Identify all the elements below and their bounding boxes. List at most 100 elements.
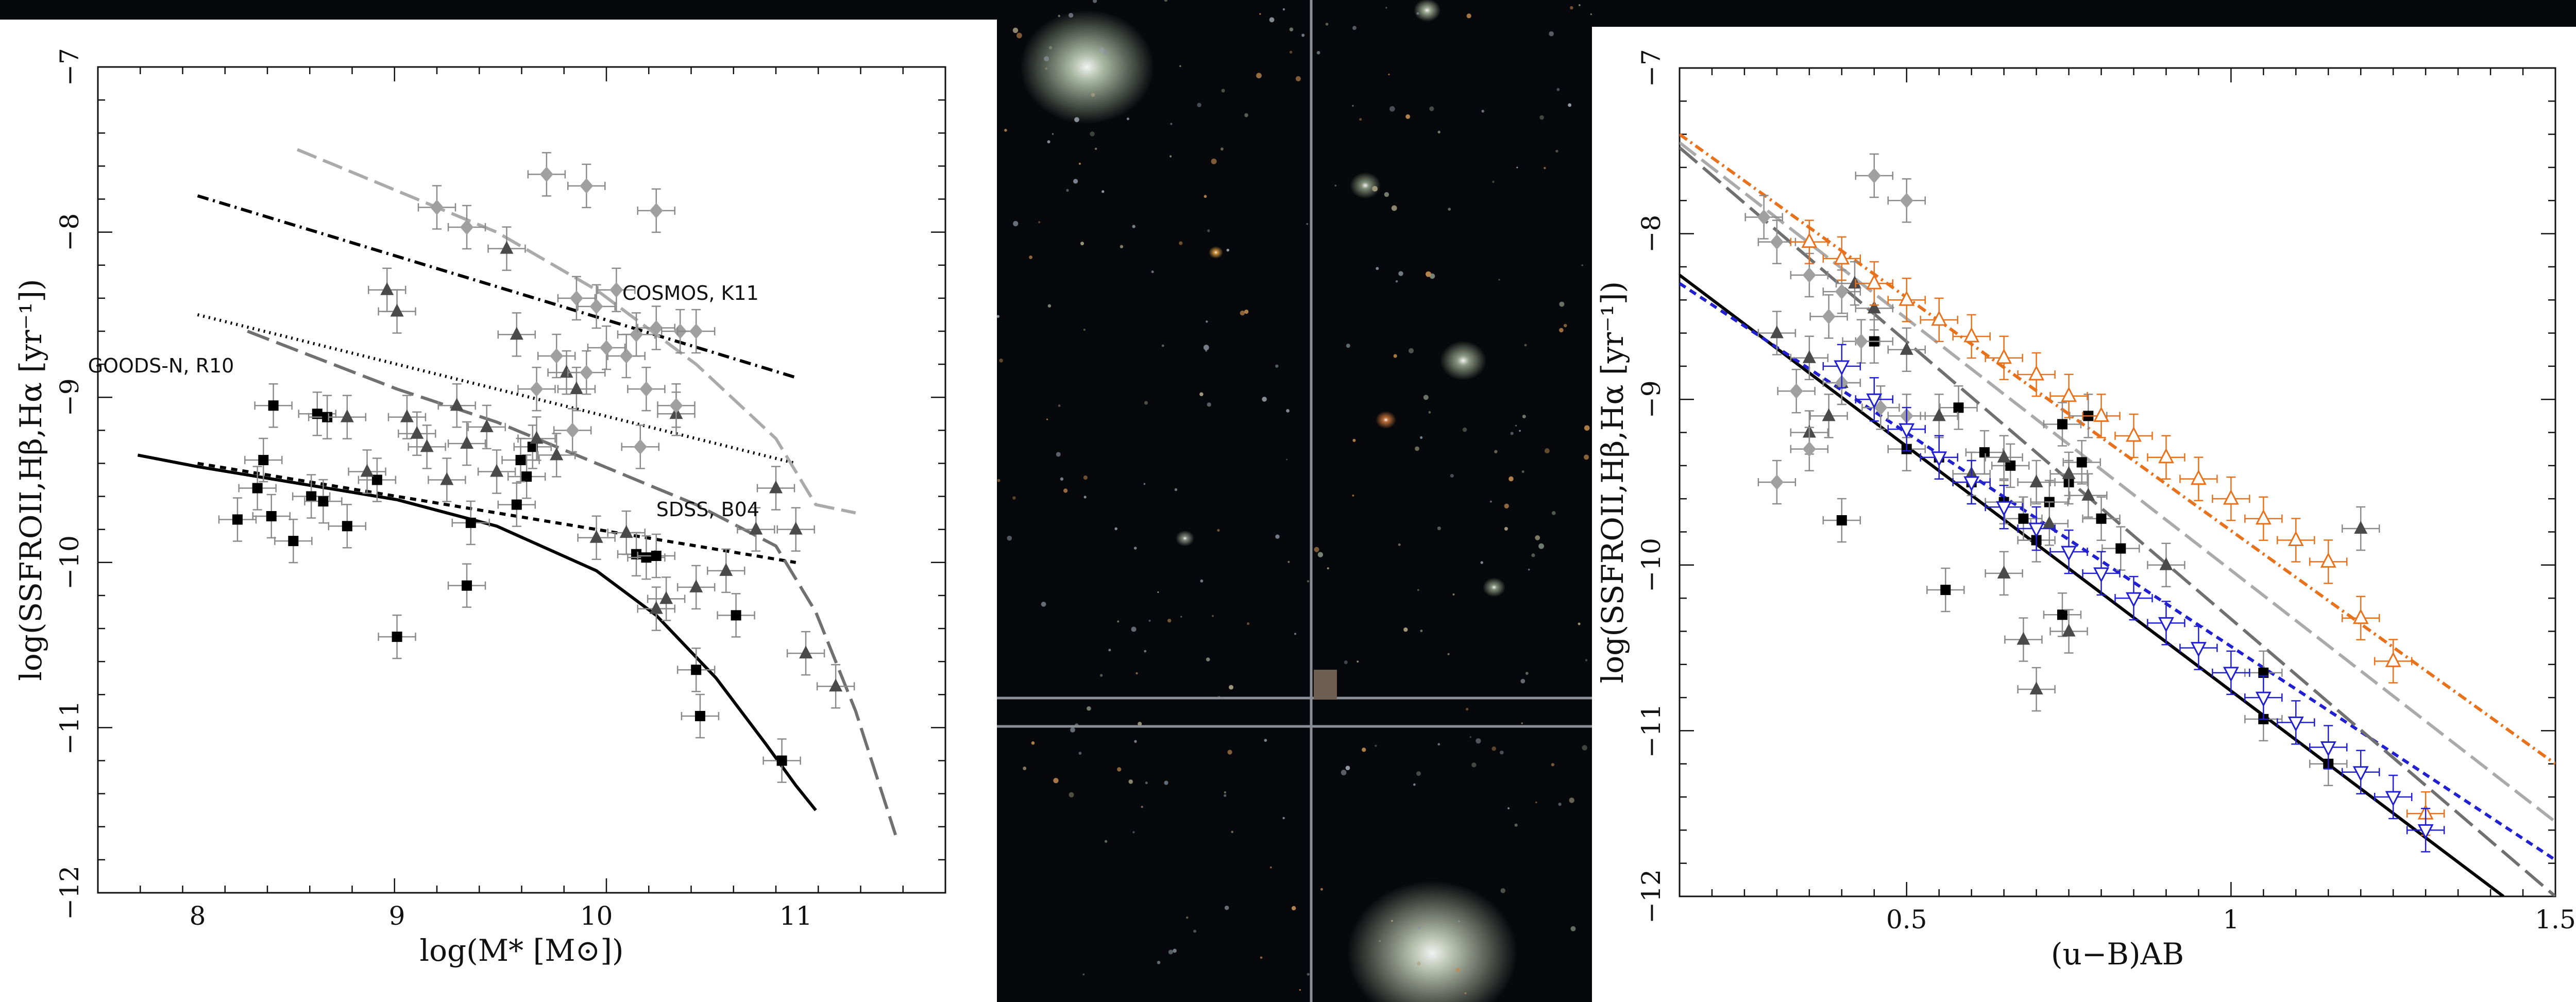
background-star (1504, 503, 1509, 509)
background-star (1389, 106, 1395, 112)
background-star (1314, 547, 1319, 552)
background-star (999, 358, 1003, 363)
background-star (1476, 738, 1481, 744)
y-tick-label: −10 (55, 535, 84, 590)
background-star (1504, 527, 1508, 531)
data-point-triangle-down-open (1952, 460, 1991, 505)
background-star (1417, 926, 1421, 930)
data-point-triangle-open (2017, 352, 2056, 397)
right-chart-panel: 0.5 1 1.5 −12 −11 −10 −9 −8 −7 (u−B)AB log(SSFROII… (1592, 27, 2576, 1002)
background-star (1556, 88, 1560, 91)
data-point-diamond (527, 152, 566, 197)
data-point-diamond (597, 267, 636, 313)
data-point-square (676, 647, 716, 692)
background-star (1104, 840, 1108, 843)
background-star (1584, 454, 1589, 460)
background-star (1466, 708, 1469, 711)
background-star (1220, 147, 1224, 151)
background-star (1231, 830, 1233, 834)
background-star (1391, 920, 1393, 922)
data-point-square (378, 614, 416, 659)
y-tick-label: −12 (55, 865, 84, 920)
background-star (1148, 619, 1151, 622)
data-point-square (497, 482, 536, 527)
data-point-triangle (1985, 435, 2023, 480)
data-point-triangle (467, 404, 506, 450)
galaxy-7 (1176, 530, 1194, 547)
background-star (1301, 33, 1305, 37)
background-star (1179, 65, 1181, 67)
background-star (1398, 930, 1401, 932)
background-star (1417, 589, 1419, 591)
data-point-diamond (567, 350, 606, 395)
background-star (1069, 792, 1074, 797)
ssfr-vs-color-chart: 0.5 1 1.5 −12 −11 −10 −9 −8 −7 (u−B)AB log(SSFROII… (1595, 49, 2576, 972)
y-tick-label: −11 (55, 701, 84, 755)
background-star (1157, 961, 1161, 964)
background-star (1519, 430, 1521, 432)
left-chart-panel: 8 9 10 11 −12 −11 −10 −9 −8 −7 log(M* [M⊙]) log(SSF… (0, 20, 997, 1002)
background-star (1563, 324, 1567, 328)
background-star (1207, 229, 1210, 232)
background-star (1053, 778, 1059, 784)
background-star (1344, 660, 1348, 664)
background-star (1375, 744, 1377, 747)
data-point-triangle-open (1790, 219, 1829, 264)
data-point-triangle (428, 457, 466, 502)
background-star (1458, 920, 1460, 923)
data-point-triangle-open (1985, 335, 2023, 381)
background-star (1012, 496, 1016, 500)
data-point-diamond (577, 284, 616, 329)
background-star (1317, 552, 1324, 557)
background-star (1221, 89, 1225, 93)
background-star (1144, 650, 1147, 653)
y-tick-label: −7 (1636, 49, 1666, 87)
x-axis-label: log(M* [M⊙]) (420, 933, 624, 968)
background-star (1083, 496, 1087, 499)
data-point-triangle-down-open (1855, 377, 1894, 422)
y-tick-label: −10 (1636, 538, 1666, 592)
data-point-square (2102, 526, 2140, 571)
data-point-square (2043, 402, 2082, 447)
background-star (1500, 750, 1504, 755)
background-star (1047, 304, 1052, 308)
x-tick-label: 0.5 (1886, 905, 1927, 935)
data-point-diamond (627, 366, 666, 412)
background-star (1585, 659, 1588, 661)
background-star (1581, 264, 1583, 266)
data-point-triangle (676, 565, 716, 610)
background-star (1480, 561, 1483, 564)
background-star (1357, 660, 1359, 663)
background-star (1515, 424, 1517, 427)
background-star (1481, 110, 1484, 113)
background-star (1492, 180, 1495, 183)
data-point-triangle (2147, 542, 2185, 588)
plot-frame (1679, 67, 2556, 897)
data-point-triangle (776, 507, 815, 552)
background-star (1117, 620, 1120, 623)
data-point-diamond (607, 333, 646, 379)
data-point-triangle-open (2374, 639, 2413, 684)
background-star (1393, 354, 1397, 358)
background-star (1091, 93, 1095, 97)
y-axis-label: log(SSFROII,Hβ,Hα [yr⁻¹]) (1595, 281, 1630, 683)
data-point-triangle (387, 395, 427, 439)
data-point-triangle-down-open (2049, 529, 2088, 574)
background-star (1078, 752, 1082, 755)
background-star (1186, 916, 1189, 919)
data-point-square (637, 533, 676, 579)
background-star (1068, 12, 1074, 18)
data-point-triangle (647, 576, 686, 621)
background-star (1134, 740, 1137, 743)
background-star (1203, 345, 1209, 350)
background-star (1164, 780, 1168, 785)
data-point-triangle-open (2277, 518, 2315, 563)
background-star (1180, 616, 1182, 618)
data-point-triangle-open (2082, 394, 2121, 438)
background-star (1082, 973, 1085, 976)
background-star (1197, 103, 1201, 108)
data-point-triangle (737, 507, 775, 552)
background-star (1437, 743, 1440, 746)
data-point-triangle-down-open (2147, 601, 2185, 646)
